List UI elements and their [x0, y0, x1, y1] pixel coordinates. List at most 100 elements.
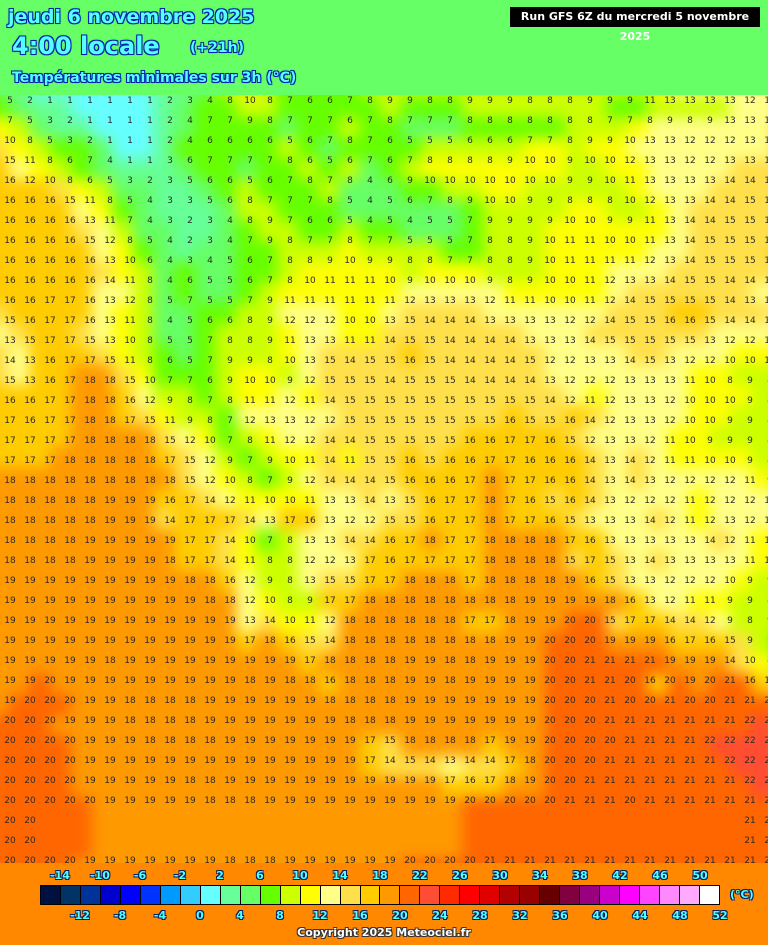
grid-temperature-value: 18 [44, 556, 56, 566]
grid-temperature-value: 8 [567, 136, 573, 146]
grid-temperature-value: 16 [544, 476, 556, 486]
grid-temperature-value: 17 [184, 556, 196, 566]
grid-temperature-value: 4 [367, 176, 373, 186]
grid-temperature-value: 11 [304, 616, 316, 626]
grid-temperature-value: 16 [124, 396, 136, 406]
grid-temperature-value: 14 [724, 176, 736, 186]
grid-temperature-value: 19 [144, 576, 156, 586]
grid-temperature-value: 18 [24, 536, 36, 546]
grid-temperature-value: 18 [164, 476, 176, 486]
grid-temperature-value: 18 [384, 676, 396, 686]
grid-temperature-value: 9 [467, 196, 473, 206]
grid-temperature-value: 5 [7, 96, 13, 106]
grid-temperature-value: 20 [564, 636, 576, 646]
color-scale-label: 2 [216, 869, 224, 882]
grid-temperature-value: 19 [84, 596, 96, 606]
grid-temperature-value: 20 [544, 696, 556, 706]
grid-temperature-value: 19 [284, 656, 296, 666]
grid-temperature-value: 18 [104, 456, 116, 466]
grid-temperature-value: 6 [267, 176, 273, 186]
grid-temperature-value: 18 [524, 556, 536, 566]
color-scale-label: 48 [672, 909, 688, 922]
grid-temperature-value: 5 [407, 136, 413, 146]
grid-temperature-value: 19 [284, 756, 296, 766]
grid-temperature-value: 18 [4, 496, 16, 506]
grid-temperature-value: 6 [227, 176, 233, 186]
grid-temperature-value: 10 [384, 276, 396, 286]
grid-temperature-value: 14 [764, 156, 768, 166]
grid-temperature-value: 9 [747, 576, 753, 586]
grid-temperature-value: 9 [587, 96, 593, 106]
grid-temperature-value: 16 [384, 556, 396, 566]
grid-temperature-value: 13 [604, 536, 616, 546]
grid-temperature-value: 19 [144, 496, 156, 506]
grid-temperature-value: 19 [44, 576, 56, 586]
grid-temperature-value: 13 [324, 536, 336, 546]
grid-temperature-value: 9 [527, 276, 533, 286]
grid-temperature-value: 7 [7, 116, 13, 126]
grid-temperature-value: 6 [207, 136, 213, 146]
grid-temperature-value: 19 [104, 556, 116, 566]
grid-temperature-value: 19 [144, 556, 156, 566]
grid-temperature-value: 18 [464, 736, 476, 746]
grid-temperature-value: 14 [484, 376, 496, 386]
grid-temperature-value: 1 [147, 136, 153, 146]
grid-temperature-value: 5 [187, 316, 193, 326]
grid-temperature-value: 11 [244, 396, 256, 406]
grid-temperature-value: 17 [464, 576, 476, 586]
grid-temperature-value: 15 [524, 396, 536, 406]
grid-temperature-value: 19 [124, 496, 136, 506]
grid-temperature-value: 20 [44, 756, 56, 766]
grid-temperature-value: 18 [484, 576, 496, 586]
grid-temperature-value: 18 [84, 376, 96, 386]
grid-temperature-value: 16 [384, 536, 396, 546]
grid-temperature-value: 15 [4, 376, 16, 386]
grid-temperature-value: 5 [327, 156, 333, 166]
grid-temperature-value: 19 [464, 716, 476, 726]
grid-temperature-value: 20 [424, 856, 436, 863]
grid-temperature-value: 13 [24, 376, 36, 386]
grid-temperature-value: 21 [604, 756, 616, 766]
grid-temperature-value: 12 [604, 416, 616, 426]
grid-temperature-value: 10 [684, 416, 696, 426]
grid-temperature-value: 13 [624, 576, 636, 586]
grid-temperature-value: 8 [27, 136, 33, 146]
grid-temperature-value: 18 [484, 556, 496, 566]
grid-temperature-value: 16 [304, 516, 316, 526]
grid-temperature-value: 21 [644, 656, 656, 666]
grid-temperature-value: 19 [44, 656, 56, 666]
grid-temperature-value: 21 [644, 776, 656, 786]
grid-temperature-value: 10 [524, 156, 536, 166]
grid-temperature-value: 18 [464, 636, 476, 646]
grid-temperature-value: 15 [384, 356, 396, 366]
grid-temperature-value: 18 [84, 456, 96, 466]
grid-temperature-value: 19 [124, 556, 136, 566]
grid-temperature-value: 13 [644, 156, 656, 166]
grid-temperature-value: 11 [644, 96, 656, 106]
grid-temperature-value: 15 [364, 396, 376, 406]
grid-temperature-value: 15 [184, 476, 196, 486]
grid-temperature-value: 13 [604, 496, 616, 506]
grid-temperature-value: 19 [124, 616, 136, 626]
grid-temperature-value: 17 [584, 556, 596, 566]
grid-temperature-value: 7 [267, 476, 273, 486]
grid-temperature-value: 8 [487, 116, 493, 126]
grid-temperature-value: 18 [164, 556, 176, 566]
grid-temperature-value: 8 [507, 236, 513, 246]
grid-temperature-value: 7 [247, 236, 253, 246]
grid-temperature-value: 19 [204, 756, 216, 766]
grid-temperature-value: 19 [24, 596, 36, 606]
grid-temperature-value: 16 [224, 576, 236, 586]
grid-temperature-value: 7 [367, 156, 373, 166]
grid-temperature-value: 8 [467, 116, 473, 126]
grid-temperature-value: 13 [544, 336, 556, 346]
grid-temperature-value: 16 [564, 456, 576, 466]
grid-temperature-value: 12 [664, 416, 676, 426]
grid-temperature-value: 18 [364, 616, 376, 626]
grid-temperature-value: 18 [344, 616, 356, 626]
grid-temperature-value: 15 [724, 636, 736, 646]
grid-temperature-value: 19 [364, 856, 376, 863]
grid-temperature-value: 16 [44, 276, 56, 286]
grid-temperature-value: 12 [224, 496, 236, 506]
grid-temperature-value: 21 [584, 776, 596, 786]
